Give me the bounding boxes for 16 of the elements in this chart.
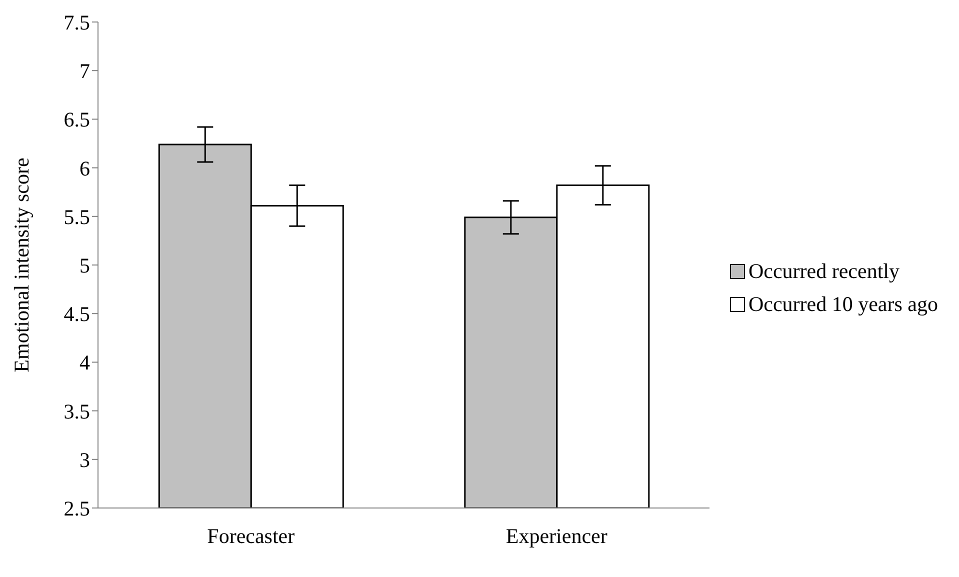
y-tick-label: 3.5: [64, 399, 90, 424]
y-axis-title: Emotional intensity score: [9, 158, 34, 372]
y-tick-label: 6.5: [64, 108, 90, 132]
y-tick-label: 7.5: [64, 10, 90, 34]
y-tick-label: 7: [80, 59, 90, 84]
x-tick-label: Experiencer: [506, 524, 608, 548]
y-tick-label: 3: [80, 448, 90, 472]
x-tick-label: Forecaster: [207, 524, 295, 548]
y-tick-label: 6: [80, 156, 90, 180]
y-tick-label: 5: [80, 253, 90, 278]
y-tick-label: 4: [80, 350, 90, 375]
legend-label: Occurred 10 years ago: [748, 292, 938, 317]
legend-label: Occurred recently: [748, 259, 900, 284]
y-tick-label: 5.5: [64, 204, 90, 229]
y-tick-label: 4.5: [64, 302, 90, 326]
y-tick-label: 2.5: [64, 496, 90, 520]
